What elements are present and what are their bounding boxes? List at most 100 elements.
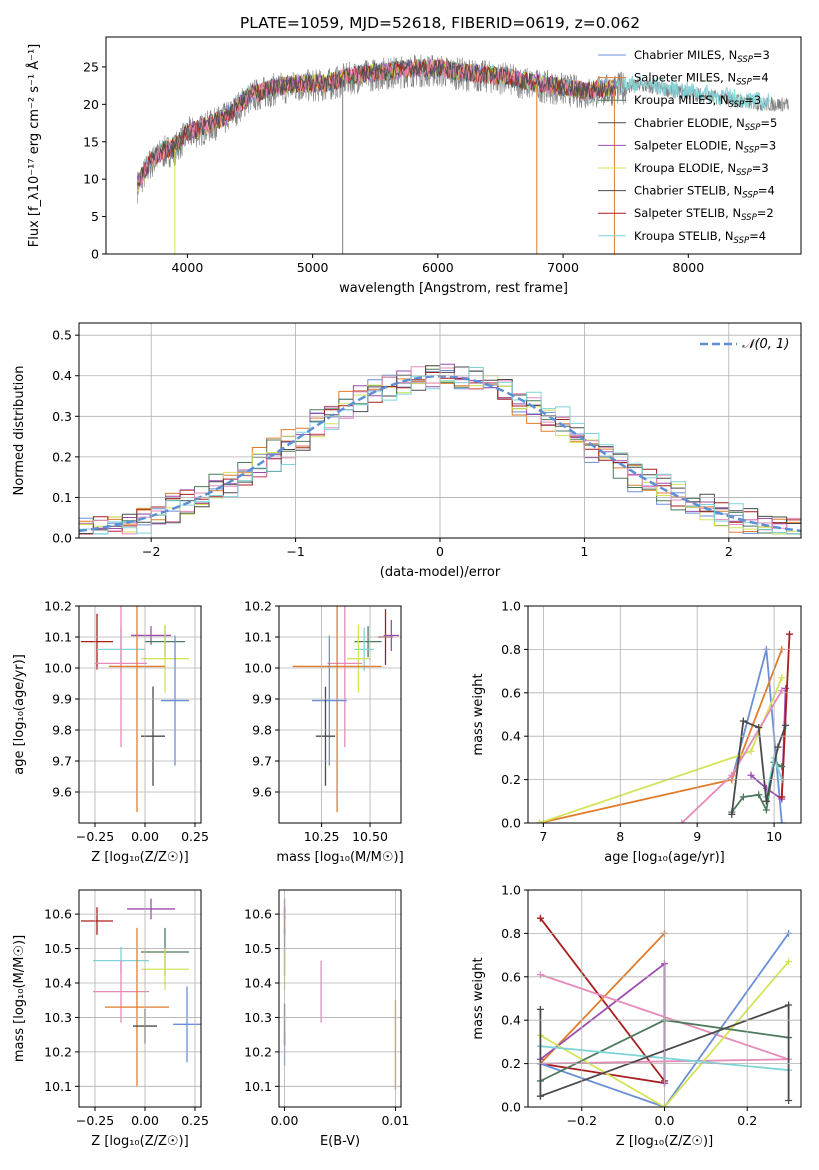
y-tick-label: 9.9: [252, 692, 272, 707]
axes-frame: [105, 36, 802, 255]
axes-frame: [78, 889, 202, 1108]
x-tick-label: 8: [616, 829, 624, 844]
legend-entry: Chabrier STELIB, NSSP=4: [634, 184, 775, 201]
y-tick-label: 10.5: [44, 941, 72, 956]
y-tick-label: 10.2: [244, 599, 272, 614]
weight-marker: [762, 797, 770, 805]
y-tick-label: 0.0: [52, 531, 72, 546]
y-tick-label: 9.6: [52, 785, 72, 800]
age-vs-metallicity-panel: −0.25 0.00 0.25 9.6 9.7 9.8 9.9 10.0 10.1 10.2 Z […: [12, 599, 209, 866]
weight-marker: [739, 717, 747, 725]
legend-rest: =3: [744, 93, 761, 107]
y-tick-label: 9.8: [252, 723, 272, 738]
x-tick-label: 5000: [297, 260, 329, 275]
weight-line-cs: [780, 634, 791, 798]
axes-frame: [78, 322, 802, 539]
legend-entry: Kroupa ELODIE, NSSP=3: [634, 161, 769, 178]
weight-marker: [785, 1001, 793, 1009]
x-tick-label: 0.0: [655, 1113, 675, 1128]
legend-subscript: SSP: [744, 145, 760, 155]
weight-marker: [778, 674, 786, 682]
weight-marker: [755, 724, 763, 732]
x-tick-label: 7: [539, 829, 547, 844]
y-tick-label: 10.3: [244, 1010, 272, 1025]
x-tick-label: 6000: [422, 260, 454, 275]
x-axis-label: Z [log₁₀(Z/Z☉)]: [91, 1134, 188, 1149]
y-tick-label: 0.2: [501, 1056, 521, 1071]
spectrum-legend: Chabrier MILES, NSSP=3 Salpeter MILES, NS…: [598, 48, 777, 246]
axes-frame: [527, 889, 802, 1108]
x-axis-label: Z [log₁₀(Z/Z☉)]: [91, 850, 188, 865]
weight-line-ce: [750, 688, 787, 801]
y-tick-label: 0.4: [501, 729, 521, 744]
y-axis-label: Flux [f_λ10⁻¹⁷ erg cm⁻² s⁻¹ Å⁻¹]: [26, 44, 42, 248]
weight-vs-metallicity-panel: −0.2 0.0 0.2 0.0 0.2 0.4 0.6 0.8 1.0 Z [log₁₀(Z/Z…: [471, 883, 802, 1149]
weight-marker: [782, 684, 790, 692]
weight-marker: [778, 763, 786, 771]
legend-entry: Chabrier ELODIE, NSSP=5: [634, 116, 777, 133]
y-tick-label: 15: [83, 134, 99, 149]
y-tick-label: 0: [91, 247, 99, 262]
weight-marker: [728, 810, 736, 818]
mass-vs-metallicity-panel: −0.25 0.00 0.25 10.1 10.2 10.3 10.4 10.5 10.6 Z […: [12, 889, 209, 1149]
legend-rest: =4: [752, 71, 769, 85]
x-tick-label: 0.00: [131, 829, 159, 844]
y-tick-label: 10.6: [244, 907, 272, 922]
y-tick-label: 10.2: [244, 1044, 272, 1059]
axes-frame: [78, 605, 202, 824]
x-axis-label: E(B-V): [320, 1134, 360, 1149]
x-tick-label: 0: [436, 544, 444, 559]
plot-area: [292, 606, 400, 813]
x-tick-label: −2: [142, 544, 160, 559]
y-axis-label: mass weight: [471, 673, 486, 755]
y-tick-label: 0.4: [52, 368, 72, 383]
y-tick-label: 0.5: [52, 328, 72, 343]
x-tick-label: −1: [286, 544, 304, 559]
x-tick-label: −0.25: [76, 1113, 114, 1128]
legend-subscript: SSP: [742, 191, 758, 201]
x-tick-label: 0.2: [737, 1113, 757, 1128]
weight-marker: [536, 819, 544, 823]
weight-marker: [678, 819, 686, 823]
legend-entry: Salpeter MILES, NSSP=4: [634, 71, 769, 88]
x-tick-label: −0.2: [567, 1113, 597, 1128]
x-axis-label: mass [log₁₀(M/M☉)]: [276, 850, 403, 865]
weight-marker: [782, 721, 790, 729]
plot-area: [536, 630, 793, 823]
y-tick-label: 0.0: [501, 816, 521, 831]
x-axis-label: age [log₁₀(age/yr)]: [604, 850, 725, 865]
legend-rest: =3: [752, 161, 769, 175]
y-tick-label: 9.7: [52, 754, 72, 769]
legend-rest: =4: [758, 184, 775, 198]
y-tick-label: 10.0: [44, 661, 72, 676]
legend-subscript: SSP: [737, 55, 753, 65]
y-tick-label: 10.4: [244, 976, 272, 991]
y-tick-label: 10.3: [44, 1010, 72, 1025]
y-axis-label: Normed distribution: [12, 366, 27, 496]
mass-vs-ebv-panel: 0.00 0.01 10.1 10.2 10.3 10.4 10.5 10.6 E(B-V): [244, 889, 409, 1149]
y-tick-label: 9.8: [52, 723, 72, 738]
x-tick-label: 2: [725, 544, 733, 559]
y-axis-label: mass weight: [471, 957, 486, 1039]
y-tick-label: 10.6: [44, 907, 72, 922]
legend-rest: =4: [749, 229, 766, 243]
age-vs-mass-panel: 10.25 10.50 9.6 9.7 9.8 9.9 10.0 10.1 10.2 mass […: [244, 599, 404, 866]
y-tick-label: 9.9: [52, 692, 72, 707]
x-tick-label: 4000: [171, 260, 203, 275]
y-tick-label: 10.5: [244, 941, 272, 956]
x-tick-label: 0.00: [131, 1113, 159, 1128]
x-tick-label: 7000: [547, 260, 579, 275]
weight-marker: [778, 793, 786, 801]
weight-line-sm: [539, 932, 666, 1065]
weight-vs-age-panel: 7 8 9 10 0.0 0.2 0.4 0.6 0.8 1.0 age [log₁₀(age/yr…: [471, 599, 802, 865]
weight-marker: [728, 771, 736, 779]
y-tick-label: 0.2: [501, 772, 521, 787]
x-tick-label: 0.25: [181, 829, 209, 844]
legend-entry: Kroupa MILES, NSSP=3: [634, 93, 761, 110]
x-tick-label: −0.25: [76, 829, 114, 844]
legend-subscript: SSP: [729, 100, 745, 110]
x-tick-label: 10.25: [304, 829, 340, 844]
x-tick-label: 1: [580, 544, 588, 559]
y-tick-label: 1.0: [501, 599, 521, 614]
weight-marker: [747, 771, 755, 779]
